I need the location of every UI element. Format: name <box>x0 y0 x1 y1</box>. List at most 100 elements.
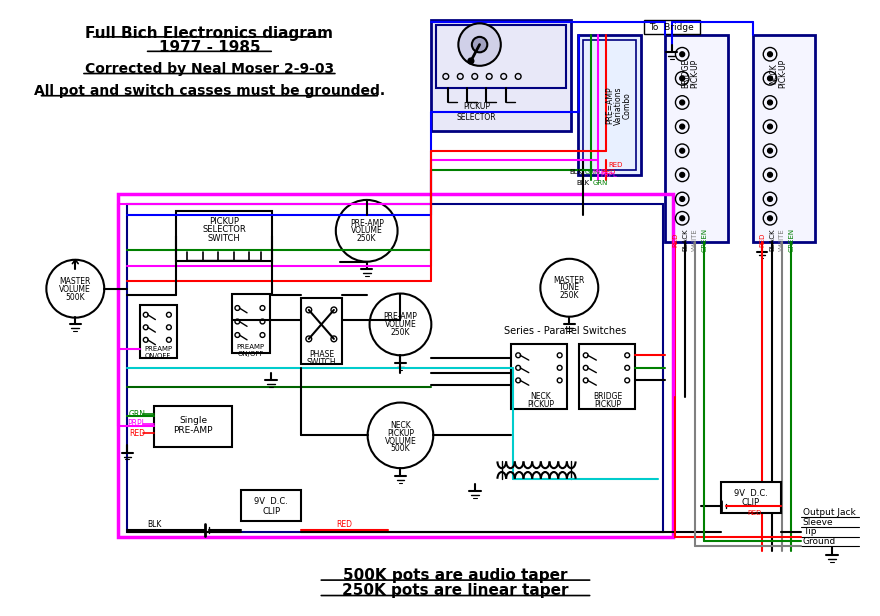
Text: 1977 - 1985: 1977 - 1985 <box>158 40 260 55</box>
Circle shape <box>767 76 773 81</box>
Bar <box>579 344 635 409</box>
Circle shape <box>540 259 598 317</box>
Circle shape <box>458 23 501 66</box>
Text: GRN: GRN <box>585 169 600 175</box>
Text: CLIP: CLIP <box>262 507 280 516</box>
Bar <box>431 20 571 131</box>
Circle shape <box>679 100 685 105</box>
Text: 250K pots are linear taper: 250K pots are linear taper <box>342 583 568 598</box>
Text: 9V  D.C.: 9V D.C. <box>254 498 288 506</box>
Bar <box>643 20 700 34</box>
Text: NECK: NECK <box>390 421 411 430</box>
Text: VOLUME: VOLUME <box>60 285 92 294</box>
Text: To  Bridge: To Bridge <box>649 23 694 31</box>
Bar <box>128 204 663 532</box>
Text: PRPL: PRPL <box>593 169 610 175</box>
Text: Tip: Tip <box>803 527 817 537</box>
Text: PICK-UP: PICK-UP <box>690 59 700 88</box>
Text: Output Jack: Output Jack <box>803 508 855 517</box>
Circle shape <box>767 100 773 105</box>
Text: 500K: 500K <box>391 444 410 453</box>
Text: 9V  D.C.: 9V D.C. <box>734 488 767 498</box>
Circle shape <box>679 172 685 177</box>
Text: PHASE: PHASE <box>309 350 334 359</box>
Text: BLACK: BLACK <box>682 228 688 251</box>
Text: 500K: 500K <box>65 293 85 302</box>
Text: BRIDGE: BRIDGE <box>593 392 622 401</box>
Text: RED: RED <box>608 162 622 168</box>
Text: PICKUP
SELECTOR: PICKUP SELECTOR <box>457 102 496 122</box>
Bar <box>154 407 231 447</box>
Circle shape <box>767 172 773 177</box>
Text: WHITE: WHITE <box>692 228 698 251</box>
Text: SWITCH: SWITCH <box>306 357 336 367</box>
Text: RED: RED <box>672 232 678 246</box>
Circle shape <box>679 148 685 153</box>
Bar <box>140 305 177 358</box>
Bar <box>721 482 781 513</box>
Text: PRE-AMP: PRE-AMP <box>173 426 213 435</box>
Text: GRN: GRN <box>592 180 608 185</box>
Text: VOLUME: VOLUME <box>385 320 416 329</box>
Text: SWITCH: SWITCH <box>208 234 240 243</box>
Text: Sleeve: Sleeve <box>803 517 833 527</box>
Circle shape <box>767 216 773 221</box>
Text: 250K: 250K <box>357 234 377 243</box>
Text: PRE-AMP: PRE-AMP <box>384 312 417 321</box>
Text: VOLUME: VOLUME <box>385 437 416 445</box>
Bar <box>511 344 568 409</box>
Text: GREEN: GREEN <box>788 227 795 251</box>
Text: PRPL: PRPL <box>128 419 146 428</box>
Circle shape <box>767 197 773 201</box>
Circle shape <box>472 37 488 52</box>
Bar <box>231 294 270 354</box>
Text: All pot and switch casses must be grounded.: All pot and switch casses must be ground… <box>33 84 385 98</box>
Text: ON/OFF: ON/OFF <box>238 351 264 357</box>
Circle shape <box>370 294 431 355</box>
Circle shape <box>679 124 685 129</box>
Circle shape <box>47 260 104 318</box>
Text: SELECTOR: SELECTOR <box>202 225 246 234</box>
Text: NECK: NECK <box>769 63 779 84</box>
Text: Series - Parallel Switches: Series - Parallel Switches <box>503 326 626 336</box>
Circle shape <box>679 76 685 81</box>
Text: GRN: GRN <box>128 410 145 419</box>
Text: Combo: Combo <box>623 92 632 119</box>
Text: Ground: Ground <box>803 537 836 546</box>
Text: NECK: NECK <box>530 392 551 401</box>
Text: WHITE: WHITE <box>779 228 785 251</box>
Circle shape <box>368 403 433 468</box>
Text: RED: RED <box>602 169 616 175</box>
Text: 500K pots are audio taper: 500K pots are audio taper <box>343 567 568 583</box>
Text: PICKUP: PICKUP <box>527 400 554 409</box>
Bar <box>436 25 567 88</box>
Text: BRIDGE: BRIDGE <box>682 59 691 88</box>
Text: PRE=AMP: PRE=AMP <box>605 87 614 124</box>
Text: 250K: 250K <box>391 328 410 336</box>
Text: GREEN: GREEN <box>701 227 708 251</box>
Circle shape <box>468 58 473 64</box>
Bar <box>578 35 641 175</box>
Bar <box>664 35 728 242</box>
Text: RED: RED <box>747 509 762 516</box>
Text: PICKUP: PICKUP <box>209 217 238 225</box>
Text: BLACK: BLACK <box>769 228 775 251</box>
Bar <box>301 298 341 364</box>
Text: RED: RED <box>129 429 145 438</box>
Text: PRPL: PRPL <box>600 172 617 178</box>
Circle shape <box>679 52 685 57</box>
Circle shape <box>767 124 773 129</box>
Text: PICKUP: PICKUP <box>387 429 414 438</box>
Text: Variations: Variations <box>614 86 623 124</box>
Text: PREAMP: PREAMP <box>237 344 265 350</box>
Bar <box>118 194 672 537</box>
Text: Single: Single <box>179 416 207 426</box>
Text: BLK: BLK <box>147 520 162 529</box>
Text: Full Bich Electronics diagram: Full Bich Electronics diagram <box>85 26 334 41</box>
Text: PICKUP: PICKUP <box>594 400 621 409</box>
Text: TONE: TONE <box>559 283 580 292</box>
Text: PICK-UP: PICK-UP <box>778 59 787 88</box>
Bar <box>176 211 272 261</box>
Bar <box>752 35 816 242</box>
Text: BLK: BLK <box>576 180 590 185</box>
